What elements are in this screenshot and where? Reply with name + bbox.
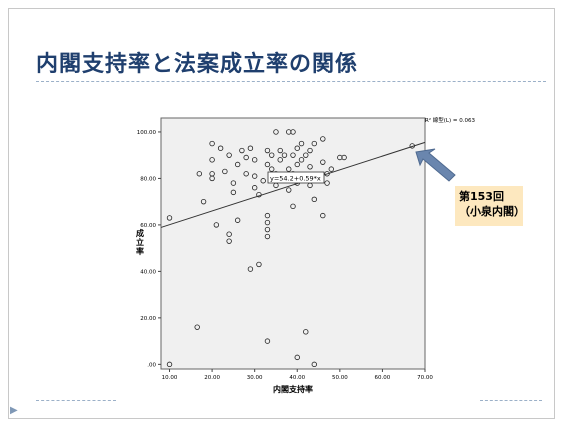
data-point xyxy=(209,175,215,182)
data-point xyxy=(166,215,173,221)
data-point xyxy=(230,180,237,186)
y-axis-label: 成立率 xyxy=(136,228,144,256)
y-tick-label: 20.00 xyxy=(140,316,156,322)
y-axis-label-char: 率 xyxy=(136,246,144,256)
data-point xyxy=(264,233,271,240)
data-point xyxy=(277,147,283,154)
data-point xyxy=(290,203,296,210)
data-point xyxy=(307,147,313,154)
data-point xyxy=(247,145,254,151)
data-point xyxy=(196,171,203,177)
data-point xyxy=(256,261,262,268)
y-tick-label: 100.00 xyxy=(137,130,157,136)
data-point xyxy=(243,171,249,177)
data-point xyxy=(298,140,305,147)
x-tick-label: 50.00 xyxy=(332,375,348,381)
data-point xyxy=(209,157,215,163)
y-tick-label: 60.00 xyxy=(140,223,156,229)
data-point xyxy=(264,338,271,344)
data-point xyxy=(213,222,220,228)
data-point xyxy=(286,166,292,172)
x-axis-label: 内閣支持率 xyxy=(273,384,313,394)
nav-triangle-icon[interactable]: ▶ xyxy=(10,405,18,416)
data-point xyxy=(264,161,271,168)
data-point xyxy=(251,185,258,191)
data-point xyxy=(277,157,283,163)
data-point xyxy=(243,154,249,161)
data-point xyxy=(226,231,232,237)
data-point xyxy=(269,166,275,172)
r2-label: R² 線型(L) = 0.063 xyxy=(425,116,475,124)
footer-divider-left xyxy=(36,400,116,401)
data-point xyxy=(273,129,279,135)
data-point xyxy=(251,157,258,163)
callout-line-2: （小泉内閣） xyxy=(459,205,525,218)
x-tick-label: 60.00 xyxy=(375,375,391,381)
regression-label-box: y=54.2+0.59*x xyxy=(267,171,325,184)
x-tick-label: 70.00 xyxy=(417,375,433,381)
data-point xyxy=(341,154,347,161)
data-point xyxy=(234,161,241,168)
data-point xyxy=(194,324,200,330)
x-tick-label: 20.00 xyxy=(204,375,220,381)
data-point xyxy=(217,145,224,151)
data-point xyxy=(324,171,330,177)
arrow-shape xyxy=(415,148,456,182)
plot-area xyxy=(160,117,426,370)
data-point xyxy=(311,196,317,203)
data-point xyxy=(226,238,232,244)
data-point xyxy=(264,147,271,154)
data-point xyxy=(303,152,309,158)
data-point xyxy=(311,361,317,368)
data-point xyxy=(230,189,237,196)
y-tick-label: 80.00 xyxy=(140,176,156,182)
data-point xyxy=(294,161,300,168)
data-point xyxy=(222,168,228,175)
data-point xyxy=(264,219,271,226)
data-point xyxy=(324,180,330,186)
data-point xyxy=(264,212,271,219)
data-point xyxy=(209,140,215,147)
y-tick-label: .00 xyxy=(147,362,156,368)
data-point xyxy=(320,136,326,142)
footer-divider-right xyxy=(480,400,542,401)
slide-title: 内閣支持率と法案成立率の関係 xyxy=(36,51,359,77)
regression-label: y=54.2+0.59*x xyxy=(270,175,321,183)
data-point xyxy=(251,173,258,179)
data-point xyxy=(298,157,305,163)
data-point xyxy=(294,145,300,151)
data-point xyxy=(226,152,232,158)
title-divider xyxy=(36,81,546,82)
data-point xyxy=(281,152,288,158)
data-point xyxy=(328,166,335,172)
callout-box: 第153回 （小泉内閣） xyxy=(455,186,525,226)
data-point xyxy=(303,329,309,335)
data-point xyxy=(320,159,326,165)
data-point xyxy=(200,198,207,205)
data-point xyxy=(166,361,173,368)
data-point xyxy=(260,178,266,184)
y-axis-label-char: 立 xyxy=(136,237,144,247)
y-tick-label: 40.00 xyxy=(140,269,156,275)
data-point xyxy=(320,212,326,219)
x-tick-label: 30.00 xyxy=(247,375,263,381)
data-point xyxy=(264,226,271,233)
y-axis-label-char: 成 xyxy=(136,228,144,238)
data-point xyxy=(234,217,241,223)
x-tick-label: 40.00 xyxy=(289,375,305,381)
callout-line-1: 第153回 xyxy=(459,190,504,203)
data-point xyxy=(286,187,292,193)
data-point xyxy=(311,140,317,147)
callout-arrow xyxy=(415,148,456,182)
data-point xyxy=(294,354,300,361)
data-point xyxy=(269,152,275,158)
regression-line xyxy=(160,141,426,228)
data-point xyxy=(307,164,313,170)
data-point xyxy=(247,266,254,272)
x-tick-label: 10.00 xyxy=(162,375,178,381)
data-point xyxy=(290,129,296,135)
data-point xyxy=(290,152,296,158)
data-point xyxy=(239,147,245,154)
